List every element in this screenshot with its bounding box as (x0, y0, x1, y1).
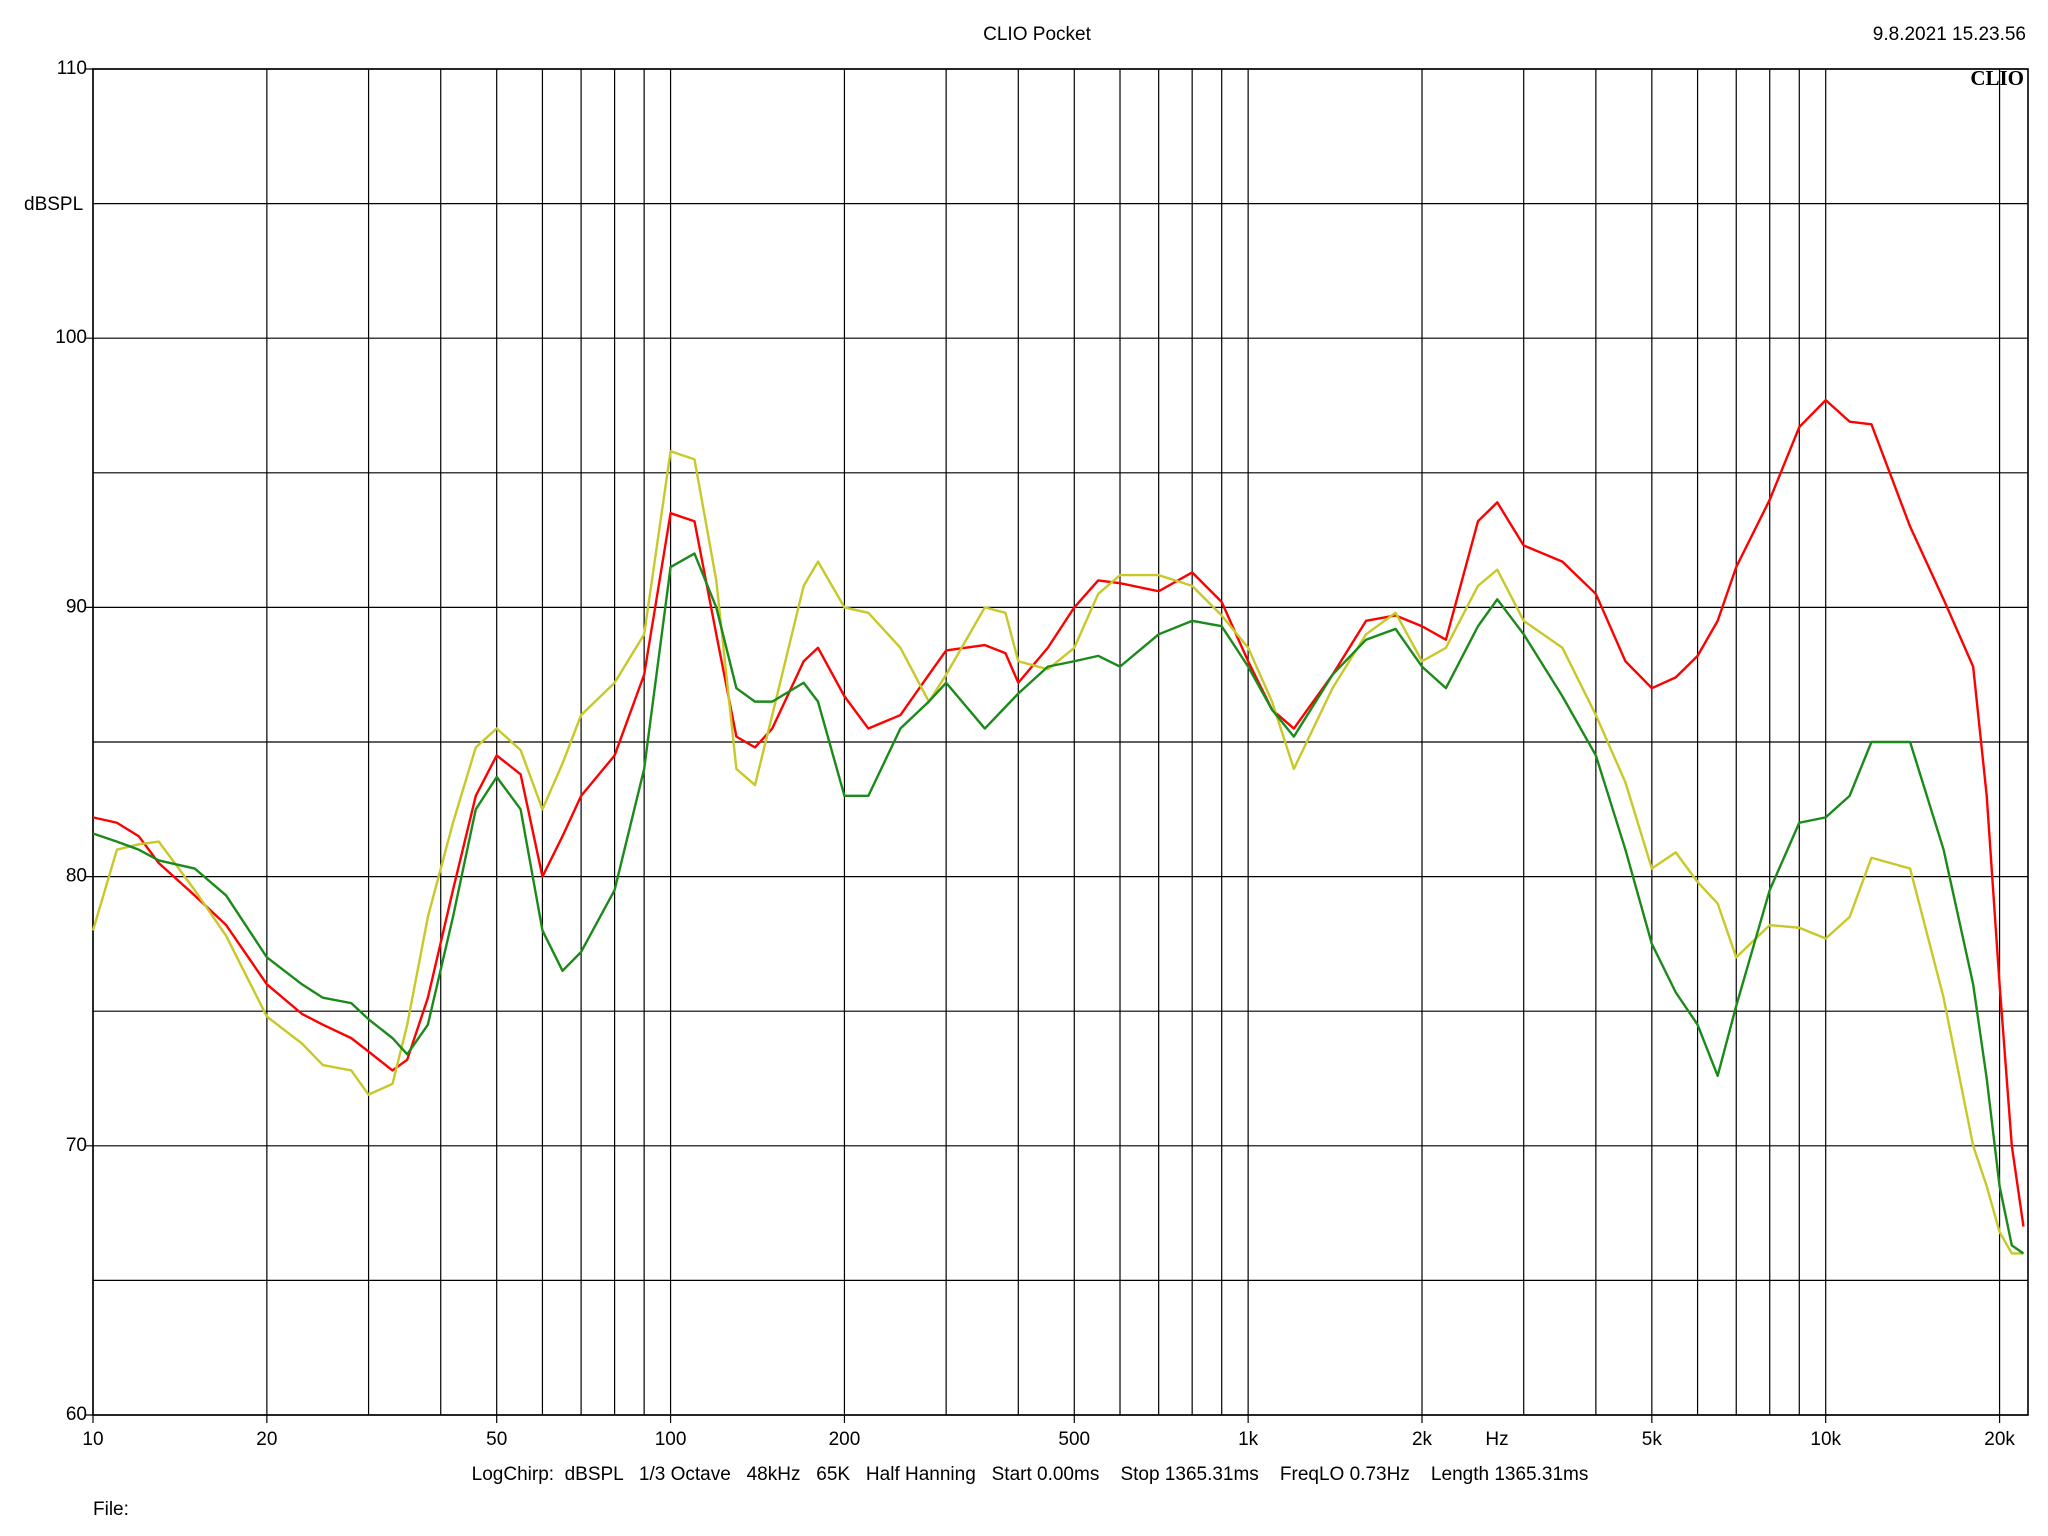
logo: CLIO (1970, 66, 2024, 90)
x-tick-label: 100 (655, 1429, 687, 1450)
footer: LogChirp: dBSPL 1/3 Octave 48kHz 65K Hal… (472, 1464, 1589, 1485)
timestamp: 9.8.2021 15.23.56 (1873, 24, 2026, 45)
y-tick-label: 100 (55, 327, 87, 348)
series-line (91, 450, 2024, 1255)
x-tick-label: 500 (1058, 1429, 1090, 1450)
y-tick-label: 70 (66, 1135, 87, 1156)
x-tick-label: 2k (1412, 1429, 1433, 1450)
series-line (92, 552, 2025, 1255)
x-tick-label: 200 (829, 1429, 861, 1450)
y-tick-label: 90 (66, 596, 87, 617)
x-axis-label: Hz (1485, 1429, 1508, 1450)
x-tick-label: 10 (82, 1429, 103, 1450)
series-line (92, 398, 2025, 1227)
y-axis-label: dBSPL (24, 194, 83, 215)
y-tick-label: 60 (66, 1404, 87, 1425)
x-tick-label: 20k (1984, 1429, 2015, 1450)
y-tick-label: 80 (66, 866, 87, 887)
x-tick-label: 20 (256, 1429, 277, 1450)
plot-frame (92, 68, 2029, 1416)
chart-title: CLIO Pocket (983, 24, 1091, 45)
x-tick-label: 50 (486, 1429, 507, 1450)
y-tick-label: 110 (57, 58, 87, 79)
x-tick-label: 5k (1642, 1429, 1663, 1450)
file-label: File: (93, 1499, 129, 1520)
x-tick-label: 10k (1810, 1429, 1841, 1450)
x-tick-label: 1k (1238, 1429, 1259, 1450)
